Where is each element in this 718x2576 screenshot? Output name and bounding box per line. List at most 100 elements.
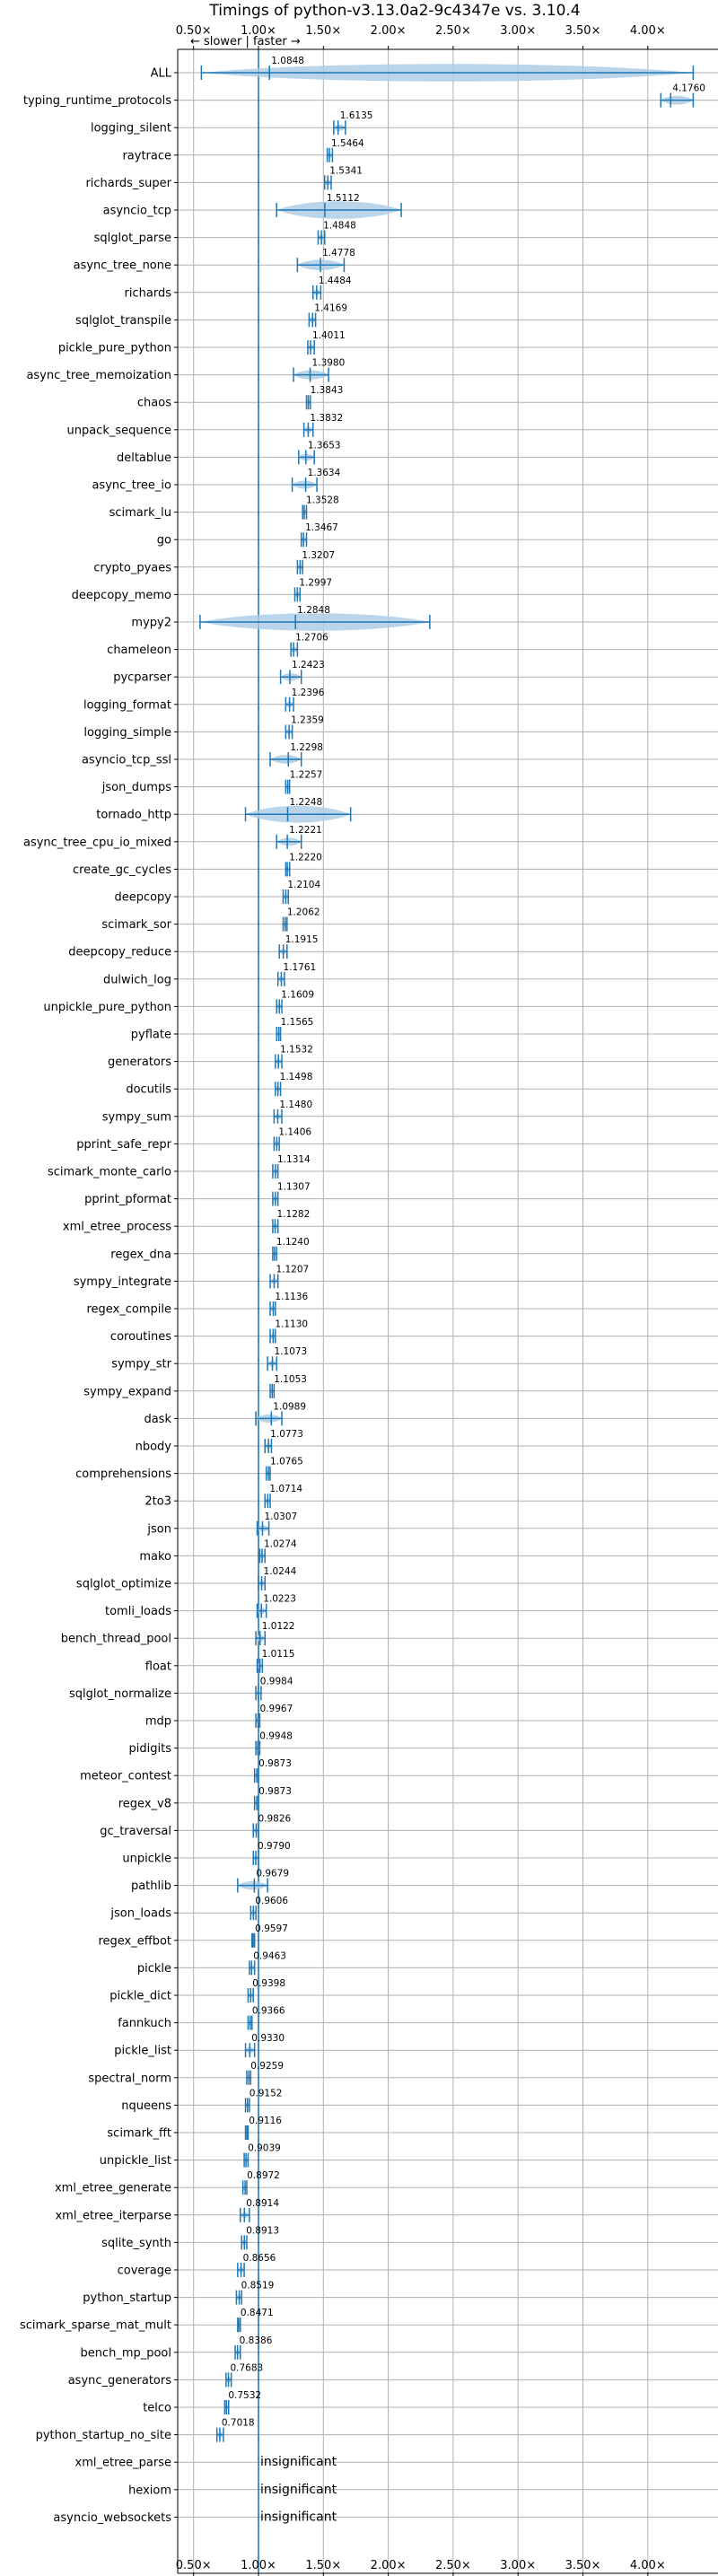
value-label-ALL: 1.0848 — [271, 56, 304, 66]
value-label-richards_super: 1.5341 — [329, 165, 363, 176]
category-label: gc_traversal — [100, 1825, 171, 1838]
plot-area: 1.0848 4.1760 1.6135 1.5464 1.5341 1.5112 1.48… — [199, 49, 705, 2572]
value-label-dask: 1.0989 — [273, 1401, 306, 1412]
insignificant-label: insignificant — [260, 2483, 337, 2497]
plot-frame — [177, 48, 718, 2574]
x-tick-label-bottom: 3.00× — [500, 2559, 536, 2572]
category-label: coroutines — [110, 1330, 171, 1344]
category-label: logging_simple — [83, 726, 171, 740]
value-label-coroutines: 1.1130 — [275, 1319, 308, 1330]
category-label: chameleon — [107, 644, 171, 657]
value-label-regex_compile: 1.1136 — [275, 1292, 308, 1302]
category-label: pprint_safe_repr — [76, 1138, 171, 1152]
category-label: deltablue — [117, 451, 171, 465]
category-label: deepcopy_reduce — [68, 946, 171, 959]
category-label: pickle_dict — [109, 1990, 171, 2003]
value-label-json: 1.0307 — [264, 1511, 297, 1522]
value-label-richards: 1.4484 — [319, 276, 352, 286]
x-tick-label-bottom: 1.50× — [305, 2559, 341, 2572]
value-label-sqlglot_optimize: 1.0244 — [264, 1566, 297, 1577]
category-label: regex_compile — [86, 1303, 171, 1317]
category-label: async_tree_none — [74, 259, 171, 273]
category-label: pickle_list — [114, 2045, 171, 2058]
value-label-scimark_sparse_mat_mult: 0.8471 — [241, 2308, 274, 2318]
value-label-xml_etree_iterparse: 0.8914 — [246, 2198, 279, 2209]
value-label-generators: 1.1532 — [280, 1045, 313, 1056]
value-label-sympy_expand: 1.1053 — [274, 1374, 307, 1385]
value-label-meteor_contest: 0.9873 — [258, 1758, 292, 1769]
category-label: logging_format — [83, 698, 171, 712]
grid — [178, 49, 718, 2572]
value-label-chameleon: 1.2706 — [295, 633, 328, 644]
category-label: scimark_sparse_mat_mult — [20, 2319, 171, 2333]
category-label: create_gc_cycles — [73, 863, 171, 877]
value-label-dulwich_log: 1.1761 — [283, 962, 316, 973]
category-label: unpickle_list — [100, 2154, 171, 2168]
category-label: async_tree_memoization — [26, 369, 171, 382]
value-label-pathlib: 0.9679 — [256, 1869, 289, 1879]
category-label: scimark_monte_carlo — [48, 1166, 171, 1179]
category-label: pickle — [137, 1962, 171, 1976]
category-label: float — [145, 1660, 171, 1673]
value-label-async_generators: 0.7683 — [230, 2362, 263, 2373]
category-label: json — [146, 1522, 171, 1536]
category-label: nbody — [136, 1441, 172, 1454]
value-label-sqlglot_transpile: 1.4169 — [314, 302, 347, 313]
category-label: pprint_pformat — [84, 1193, 171, 1206]
value-label-regex_v8: 0.9873 — [258, 1786, 292, 1797]
category-label: unpickle_pure_python — [43, 1001, 171, 1014]
x-tick-label-bottom: 2.00× — [371, 2559, 407, 2572]
category-label: xml_etree_iterparse — [55, 2209, 171, 2222]
value-label-nbody: 1.0773 — [270, 1429, 303, 1440]
value-label-chaos: 1.3843 — [311, 385, 344, 396]
x-tick-label-top: 1.00× — [241, 24, 276, 38]
insignificant-label: insignificant — [260, 2455, 337, 2469]
category-label: crypto_pyaes — [93, 561, 171, 574]
value-label-coverage: 0.8656 — [243, 2253, 276, 2264]
category-label: bench_thread_pool — [61, 1633, 171, 1646]
value-label-async_tree_none: 1.4778 — [322, 248, 355, 258]
value-label-scimark_lu: 1.3528 — [306, 495, 339, 506]
value-label-pickle_dict: 0.9398 — [252, 1978, 285, 1989]
value-label-sqlite_synth: 0.8913 — [246, 2225, 279, 2236]
category-label: pathlib — [131, 1879, 171, 1893]
x-tick-label-bottom: 2.50× — [435, 2559, 471, 2572]
category-label: tomli_loads — [105, 1605, 171, 1618]
value-label-bench_mp_pool: 0.8386 — [240, 2335, 273, 2346]
category-label: raytrace — [122, 149, 171, 162]
category-label: comprehensions — [75, 1468, 171, 1481]
value-label-asyncio_tcp_ssl: 1.2298 — [290, 742, 323, 753]
category-label: pickle_pure_python — [58, 342, 171, 355]
category-label: asyncio_tcp — [103, 205, 171, 218]
value-label-pprint_pformat: 1.1307 — [277, 1182, 311, 1193]
value-label-async_tree_memoization: 1.3980 — [312, 358, 346, 369]
category-label: asyncio_websockets — [53, 2511, 171, 2525]
value-label-unpickle_pure_python: 1.1609 — [281, 989, 314, 1000]
value-label-regex_dna: 1.1240 — [276, 1237, 310, 1248]
value-label-mako: 1.0274 — [264, 1538, 297, 1549]
value-label-sympy_str: 1.1073 — [275, 1346, 308, 1357]
x-tick-label-top: 2.50× — [435, 24, 471, 38]
category-label: coverage — [118, 2265, 171, 2278]
value-label-async_tree_cpu_io_mixed: 1.2221 — [289, 825, 322, 836]
value-label-pprint_safe_repr: 1.1406 — [278, 1126, 311, 1137]
value-label-pickle_list: 0.9330 — [251, 2033, 285, 2044]
category-label: logging_silent — [91, 122, 171, 136]
value-label-nqueens: 0.9152 — [250, 2088, 283, 2098]
x-tick-label-top: 3.00× — [500, 24, 536, 38]
value-label-async_tree_io: 1.3634 — [308, 468, 341, 478]
category-label: mako — [139, 1550, 171, 1564]
value-label-logging_silent: 1.6135 — [340, 110, 373, 121]
value-label-typing_runtime_protocols: 4.1760 — [672, 83, 705, 94]
category-label: sqlite_synth — [101, 2237, 171, 2250]
value-label-go: 1.3467 — [305, 522, 338, 533]
value-label-python_startup_no_site: 0.7018 — [222, 2418, 255, 2429]
value-label-pyflate: 1.1565 — [281, 1017, 314, 1028]
value-label-tomli_loads: 1.0223 — [263, 1594, 296, 1605]
category-label: pyflate — [131, 1029, 171, 1042]
category-label: dask — [144, 1413, 171, 1426]
value-label-2to3: 1.0714 — [269, 1484, 302, 1494]
category-label: scimark_sor — [101, 918, 171, 932]
category-label: ALL — [151, 67, 172, 81]
value-label-unpickle: 0.9790 — [258, 1841, 291, 1852]
